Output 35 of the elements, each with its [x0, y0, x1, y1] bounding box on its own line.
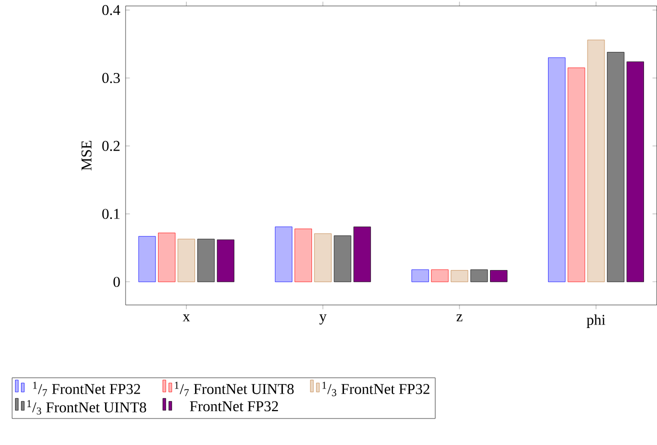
- legend-label: FrontNet FP32: [190, 402, 278, 412]
- bar: [334, 236, 352, 282]
- bar: [314, 234, 332, 282]
- bar: [158, 232, 176, 282]
- x-tick-label: z: [456, 314, 462, 322]
- bar: [412, 270, 429, 282]
- bar: [626, 62, 644, 282]
- x-tick-label: x: [182, 314, 190, 322]
- y-tick-label: 0.4: [102, 5, 120, 16]
- legend-label: $^{1}$/$_{3}$ FrontNet FP32: [322, 382, 430, 396]
- bar: [470, 270, 488, 282]
- bar: [354, 226, 371, 282]
- bar: [178, 239, 196, 282]
- bar: [587, 40, 605, 282]
- legend-label: $^{1}$/$_{7}$ FrontNet FP32: [33, 382, 140, 396]
- bar: [548, 58, 566, 282]
- bar: [294, 228, 312, 282]
- y-tick-label: 0: [113, 277, 120, 288]
- bar: [431, 270, 449, 282]
- bar: [197, 239, 215, 282]
- x-tick-label: phi: [586, 314, 606, 328]
- legend-label: $^{1}$/$_{3}$ FrontNet UINT8: [27, 400, 146, 415]
- y-tick-label: 0.2: [102, 141, 120, 152]
- bar: [568, 68, 586, 282]
- bar: [216, 240, 234, 282]
- y-tick-label: 0.1: [102, 209, 120, 220]
- x-tick-label: y: [319, 314, 327, 325]
- bar: [138, 236, 156, 282]
- y-tick-label: 0.3: [102, 73, 120, 84]
- bar: [490, 270, 508, 282]
- y-axis-title: MSE: [82, 141, 92, 171]
- bar: [606, 52, 624, 282]
- bar: [450, 270, 468, 282]
- legend-label: $^{1}$/$_{7}$ FrontNet UINT8: [174, 382, 294, 396]
- bar: [274, 226, 292, 282]
